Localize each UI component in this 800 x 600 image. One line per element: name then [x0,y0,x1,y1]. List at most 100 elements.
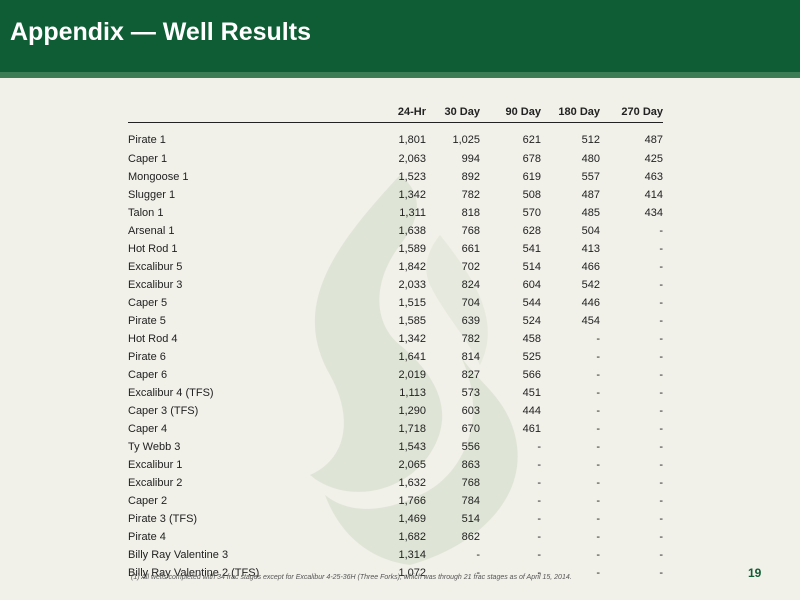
value-cell: - [596,477,600,489]
well-name-cell: Caper 4 [128,423,168,435]
well-name-cell: Arsenal 1 [128,225,175,237]
value-cell: - [596,549,600,561]
value-cell: 702 [461,261,480,273]
value-cell: - [596,459,600,471]
value-cell: 704 [461,297,480,309]
value-cell: 604 [522,279,541,291]
value-cell: - [659,261,663,273]
well-name-cell: Slugger 1 [128,189,176,201]
table-row: Excalibur 4 (TFS) 1,113 573 451 - - [128,384,663,402]
value-cell: 1,585 [398,315,426,327]
value-cell: 994 [461,153,480,165]
value-cell: - [659,495,663,507]
table-row: Caper 5 1,515 704 544 446 - [128,294,663,312]
value-cell: 862 [461,531,480,543]
value-cell: - [659,567,663,579]
value-cell: 1,543 [398,441,426,453]
value-cell: 444 [522,405,541,417]
value-cell: 451 [522,387,541,399]
value-cell: - [537,495,541,507]
value-cell: 782 [461,333,480,345]
value-cell: 1,766 [398,495,426,507]
value-cell: - [659,459,663,471]
value-cell: - [476,567,480,579]
value-cell: - [659,369,663,381]
value-cell: 1,682 [398,531,426,543]
value-cell: - [659,423,663,435]
value-cell: - [659,549,663,561]
table-header-row: 24-Hr 30 Day 90 Day 180 Day 270 Day [128,104,663,123]
header-cell: 24-Hr [374,104,426,123]
header-bar [0,0,800,72]
table-row: Pirate 3 (TFS) 1,469 514 - - - [128,510,663,528]
table-row: Pirate 1 1,801 1,025 621 512 487 [128,123,663,151]
well-name-cell: Caper 1 [128,153,168,165]
value-cell: 480 [581,153,600,165]
value-cell: 487 [581,189,600,201]
value-cell: - [659,405,663,417]
value-cell: 814 [461,351,480,363]
table-row: Slugger 1 1,342 782 508 487 414 [128,186,663,204]
value-cell: 824 [461,279,480,291]
value-cell: 1,342 [398,189,426,201]
well-name-cell: Excalibur 2 [128,477,183,489]
value-cell: - [659,315,663,327]
value-cell: - [659,387,663,399]
value-cell: - [476,549,480,561]
value-cell: 525 [522,351,541,363]
value-cell: 508 [522,189,541,201]
well-name-cell: Pirate 5 [128,315,166,327]
value-cell: 1,314 [398,549,426,561]
page-number: 19 [748,566,762,580]
well-name-cell: Caper 6 [128,369,168,381]
table-row: Caper 2 1,766 784 - - - [128,492,663,510]
table-row: Ty Webb 3 1,543 556 - - - [128,438,663,456]
value-cell: - [659,333,663,345]
value-cell: 1,342 [398,333,426,345]
value-cell: 1,072 [398,567,426,579]
value-cell: 461 [522,423,541,435]
value-cell: 2,063 [398,153,426,165]
value-cell: 639 [461,315,480,327]
table-row: Billy Ray Valentine 2 (TFS) 1,072 - - - - [128,564,663,582]
value-cell: - [659,279,663,291]
footnote: (1) All wells completed with 34 frac sta… [131,574,572,581]
value-cell: 446 [581,297,600,309]
value-cell: 827 [461,369,480,381]
well-name-cell: Pirate 6 [128,351,166,363]
value-cell: - [596,333,600,345]
value-cell: 670 [461,423,480,435]
value-cell: 541 [522,243,541,255]
value-cell: - [537,549,541,561]
value-cell: - [596,531,600,543]
value-cell: 1,842 [398,261,426,273]
value-cell: 542 [581,279,600,291]
value-cell: - [596,369,600,381]
value-cell: - [537,531,541,543]
value-cell: 487 [644,134,663,146]
value-cell: 603 [461,405,480,417]
value-cell: 512 [581,134,600,146]
table-row: Caper 1 2,063 994 678 480 425 [128,150,663,168]
value-cell: 463 [644,171,663,183]
value-cell: 454 [581,315,600,327]
well-name-cell: Excalibur 4 (TFS) [128,387,214,399]
value-cell: 1,025 [452,134,480,146]
value-cell: - [659,225,663,237]
table-row: Mongoose 1 1,523 892 619 557 463 [128,168,663,186]
value-cell: 782 [461,189,480,201]
value-cell: - [659,297,663,309]
value-cell: 1,632 [398,477,426,489]
value-cell: 1,113 [399,387,426,399]
value-cell: 863 [461,459,480,471]
header-cell-well [128,104,374,123]
value-cell: 768 [461,225,480,237]
well-name-cell: Billy Ray Valentine 3 [128,549,229,561]
value-cell: 1,469 [398,513,426,525]
value-cell: - [537,513,541,525]
table-row: Hot Rod 4 1,342 782 458 - - [128,330,663,348]
header-cell: 180 Day [541,104,600,123]
value-cell: 413 [581,243,600,255]
value-cell: 621 [522,134,541,146]
value-cell: 434 [644,207,663,219]
